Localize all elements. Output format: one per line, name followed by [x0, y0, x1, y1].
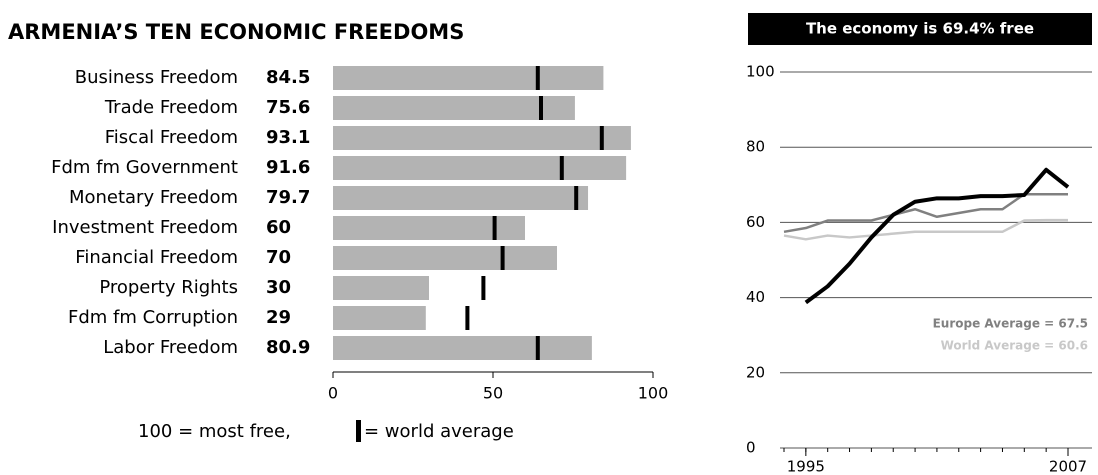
value-label: 93.1: [266, 127, 310, 148]
category-label: Property Rights: [99, 277, 238, 298]
bar: [333, 276, 429, 300]
value-label: 70: [266, 247, 291, 268]
title-box: [748, 13, 1092, 45]
x-tick-label: 100: [638, 384, 669, 403]
y-tick-label: 80: [746, 138, 765, 156]
bar: [333, 306, 426, 330]
series-line: [783, 218, 1068, 241]
world-average-marker: [481, 276, 486, 300]
bar: [333, 66, 604, 90]
value-label: 75.6: [266, 97, 310, 118]
category-label: Fiscal Freedom: [105, 127, 238, 148]
bar: [333, 156, 627, 180]
value-label: 79.7: [266, 187, 310, 208]
category-label: Fdm fm Corruption: [68, 307, 238, 328]
line-title: The economy is 69.4% free: [806, 20, 1034, 38]
world-average-marker: [465, 306, 470, 330]
category-label: Fdm fm Government: [51, 157, 238, 178]
value-label: 91.6: [266, 157, 310, 178]
series-line: [804, 167, 1070, 305]
value-label: 80.9: [266, 337, 310, 358]
world-average-marker: [599, 126, 604, 150]
world-average-marker: [559, 156, 564, 180]
x-tick-label: 0: [328, 384, 338, 403]
x-tick-label: 2007: [1049, 458, 1087, 475]
value-label: 60: [266, 217, 291, 238]
series-label: World Average = 60.6: [941, 339, 1088, 353]
world-average-marker: [535, 336, 540, 360]
y-tick-label: 40: [746, 288, 765, 306]
y-tick-label: 20: [746, 363, 765, 381]
value-label: 30: [266, 277, 291, 298]
note: 100 = most free,: [138, 421, 291, 442]
value-label: 29: [266, 307, 291, 328]
marker-legend-label: = world average: [364, 421, 514, 442]
x-tick-label: 50: [483, 384, 503, 403]
category-label: Investment Freedom: [52, 217, 238, 238]
series-label: Europe Average = 67.5: [933, 317, 1088, 331]
bar: [333, 246, 557, 270]
world-average-marker: [539, 96, 543, 120]
bar: [333, 336, 592, 360]
y-tick-label: 60: [746, 213, 765, 231]
bar-title: ARMENIA’S TEN ECONOMIC FREEDOMS: [8, 20, 464, 44]
value-label: 84.5: [266, 67, 310, 88]
bar: [333, 126, 631, 150]
world-average-marker: [500, 246, 505, 270]
category-label: Labor Freedom: [103, 337, 238, 358]
category-label: Monetary Freedom: [69, 187, 238, 208]
world-average-marker: [574, 186, 579, 210]
y-tick-label: 100: [746, 63, 775, 81]
bar: [333, 186, 589, 210]
category-label: Business Freedom: [75, 67, 238, 88]
y-tick-label: 0: [746, 439, 756, 457]
bar: [333, 96, 575, 120]
category-label: Financial Freedom: [75, 247, 238, 268]
marker-legend: [356, 420, 361, 442]
world-average-marker: [492, 216, 497, 240]
category-label: Trade Freedom: [104, 97, 238, 118]
x-tick-label: 1995: [787, 458, 825, 475]
world-average-marker: [535, 66, 540, 90]
